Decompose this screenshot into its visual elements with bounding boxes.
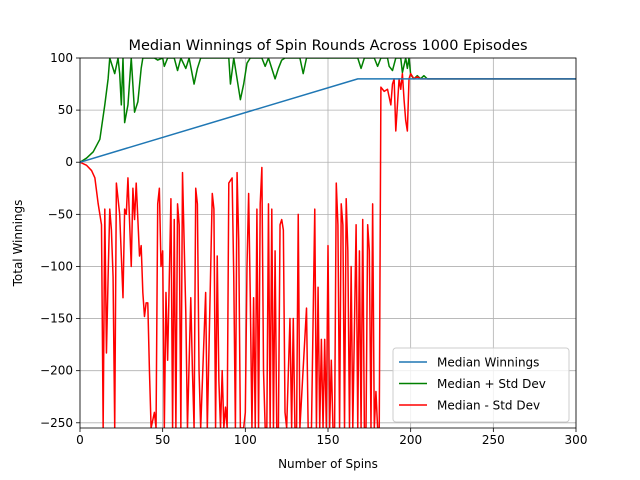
x-tick-label: 100: [234, 433, 257, 447]
legend-box: [392, 347, 570, 423]
x-tick-label: 200: [399, 433, 422, 447]
x-tick-label: 50: [155, 433, 170, 447]
legend-label: Median - Std Dev: [437, 399, 540, 413]
series-lines: [80, 58, 576, 428]
x-tick-label: 250: [482, 433, 505, 447]
legend-label: Median Winnings: [437, 356, 539, 370]
x-tick-label: 300: [565, 433, 588, 447]
y-tick-label: 50: [58, 103, 73, 117]
y-tick-label: −150: [40, 312, 73, 326]
y-tick-label: −200: [40, 364, 73, 378]
x-tick-label: 0: [76, 433, 84, 447]
legend-label: Median + Std Dev: [437, 377, 546, 391]
x-axis-ticks: 0 50 100 150 200 250 300: [76, 428, 587, 447]
series-line-2: [80, 72, 576, 428]
legend: Median Winnings Median + Std Dev Median - …: [392, 347, 570, 423]
y-tick-label: −100: [40, 259, 73, 273]
series-line-0: [80, 78, 576, 163]
y-axis-ticks: 100 50 0 −50 −100 −150 −200 −250: [40, 51, 80, 430]
y-axis-label: Total Winnings: [11, 200, 25, 288]
y-tick-label: 0: [65, 155, 73, 169]
x-axis-label: Number of Spins: [278, 457, 378, 471]
x-tick-label: 150: [317, 433, 340, 447]
y-tick-label: −50: [48, 207, 73, 221]
y-tick-label: −250: [40, 416, 73, 430]
y-tick-label: 100: [50, 51, 73, 65]
chart-title: Median Winnings of Spin Rounds Across 10…: [128, 38, 527, 54]
series-line-1: [80, 58, 576, 163]
